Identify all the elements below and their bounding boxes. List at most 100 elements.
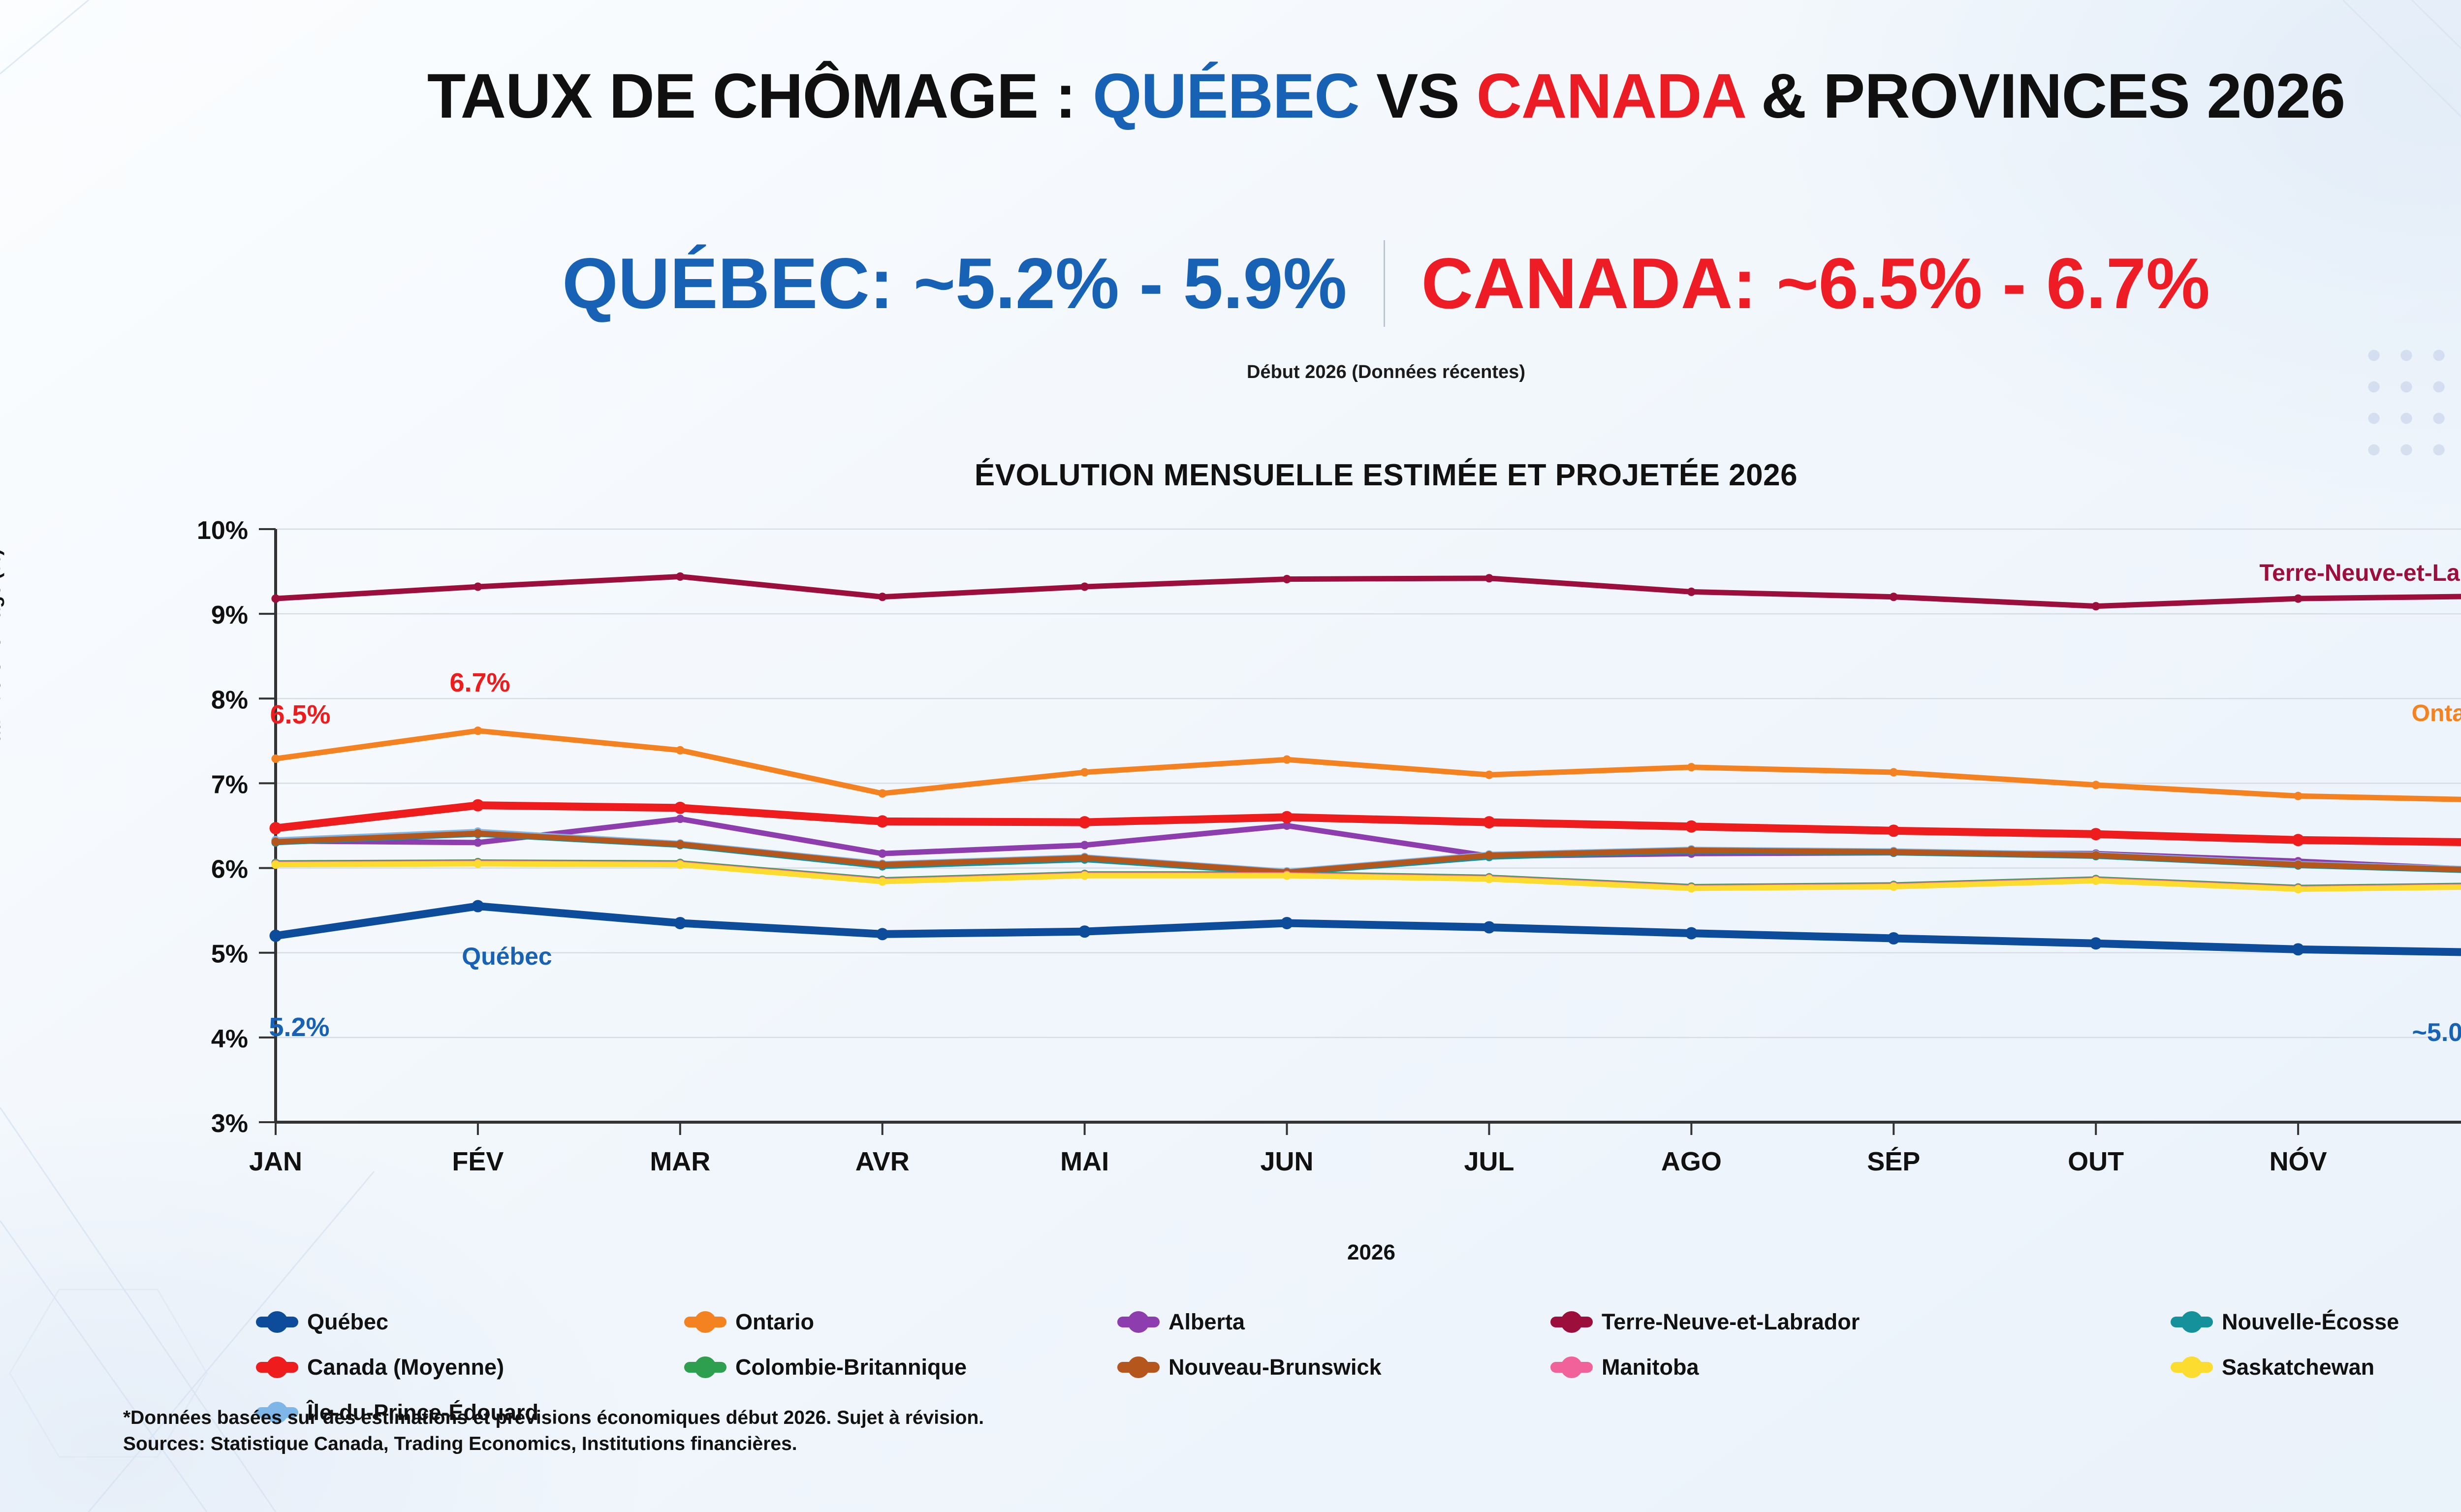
page-title-part-2: VS [1359,61,1477,131]
data-point[interactable] [876,815,889,828]
data-point[interactable] [271,837,280,846]
legend-item-label: Colombie-Britannique [735,1354,967,1380]
legend-item-alberta[interactable]: Alberta [1117,1309,1550,1335]
data-point[interactable] [676,840,685,849]
x-axis-tick-label: MAI [1060,1147,1109,1176]
data-point[interactable] [2294,860,2303,869]
legend-item-saskatchewan[interactable]: Saskatchewan [2171,1354,2461,1380]
legend-item-colombie-britannique[interactable]: Colombie-Britannique [684,1354,1117,1380]
series-canada-moyenne [269,799,2461,847]
data-point[interactable] [1687,846,1696,855]
data-point[interactable] [1080,841,1089,850]
data-point[interactable] [1889,882,1898,891]
legend-item-ontario[interactable]: Ontario [684,1309,1117,1335]
data-point[interactable] [271,860,280,869]
data-point[interactable] [1281,811,1294,823]
data-point[interactable] [674,916,687,929]
data-point[interactable] [473,726,482,735]
legend-item-label: Ontario [735,1309,815,1334]
y-axis-tick-label: 6% [211,855,248,884]
data-point[interactable] [473,859,482,868]
x-axis-label: 2026 [0,1240,2461,1265]
data-point[interactable] [2089,828,2102,841]
data-point[interactable] [1080,582,1089,591]
data-point[interactable] [2091,781,2100,789]
data-point[interactable] [473,838,482,847]
data-point[interactable] [1080,853,1089,862]
data-point[interactable] [1887,932,1900,945]
series-line [273,573,2461,609]
ann-quebec-label: Québec [462,943,552,970]
legend-item-manitoba[interactable]: Manitoba [1550,1354,2171,1380]
data-point[interactable] [676,860,685,869]
data-point[interactable] [269,822,282,835]
data-point[interactable] [674,801,687,814]
data-point[interactable] [1078,925,1091,938]
data-point[interactable] [1687,763,1696,772]
series-saskatchewan [271,859,2461,894]
legend-marker-icon [256,1362,298,1373]
data-point[interactable] [473,582,482,591]
data-point[interactable] [876,928,889,941]
data-point[interactable] [1484,770,1494,779]
data-point[interactable] [1080,768,1089,777]
data-point[interactable] [878,877,887,886]
data-point[interactable] [878,593,887,601]
data-point[interactable] [271,754,280,763]
data-point[interactable] [271,594,280,603]
data-point[interactable] [1687,884,1696,893]
data-point[interactable] [1080,871,1089,880]
data-point[interactable] [1282,871,1292,880]
data-point[interactable] [878,789,887,798]
data-point[interactable] [2091,876,2100,885]
data-point[interactable] [473,829,482,838]
data-point[interactable] [1484,574,1494,583]
legend-item-nouvelle-cosse[interactable]: Nouvelle-Écosse [2171,1309,2461,1335]
kpi-note: Début 2026 (Données récentes) [1247,362,1525,382]
x-axis-tick-label: JAN [249,1147,302,1176]
data-point[interactable] [472,900,484,913]
data-point[interactable] [1889,593,1898,601]
data-point[interactable] [2292,834,2304,847]
y-axis-tick-label: 8% [211,686,248,714]
data-point[interactable] [2292,943,2304,956]
data-point[interactable] [2091,602,2100,611]
legend-marker-icon [2171,1317,2213,1327]
data-point[interactable] [676,746,685,755]
x-axis-label-text: 2026 [1347,1240,1395,1264]
data-point[interactable] [2294,791,2303,800]
data-point[interactable] [676,815,685,823]
legend-item-label: Canada (Moyenne) [307,1354,505,1380]
legend-item-canada-moyenne[interactable]: Canada (Moyenne) [256,1354,684,1380]
data-point[interactable] [1483,816,1495,829]
data-point[interactable] [1483,921,1495,934]
data-point[interactable] [472,799,484,812]
data-point[interactable] [1078,816,1091,829]
data-point[interactable] [878,860,887,869]
data-point[interactable] [676,572,685,581]
data-point[interactable] [1889,768,1898,777]
legend-marker-icon [1550,1317,1593,1327]
kpi-quebec: QUÉBEC: ~5.2% - 5.9% [562,243,1347,324]
data-point[interactable] [2294,885,2303,894]
data-point[interactable] [1282,755,1292,764]
data-point[interactable] [269,929,282,942]
data-point[interactable] [1887,824,1900,837]
data-point[interactable] [1685,820,1698,833]
data-point[interactable] [878,849,887,858]
legend-item-terre-neuve-et-labrador[interactable]: Terre-Neuve-et-Labrador [1550,1309,2171,1335]
data-point[interactable] [2089,937,2102,950]
data-point[interactable] [1484,875,1494,883]
data-point[interactable] [1889,848,1898,856]
data-point[interactable] [1484,851,1494,860]
legend-item-nouveau-brunswick[interactable]: Nouveau-Brunswick [1117,1354,1550,1380]
data-point[interactable] [1687,587,1696,596]
legend-item-qu-bec[interactable]: Québec [256,1309,684,1335]
data-point[interactable] [1282,821,1292,830]
data-point[interactable] [1281,916,1294,929]
data-point[interactable] [2294,594,2303,603]
legend-item-label: Nouvelle-Écosse [2222,1309,2399,1334]
data-point[interactable] [2091,851,2100,860]
data-point[interactable] [1282,574,1292,584]
data-point[interactable] [1685,927,1698,940]
